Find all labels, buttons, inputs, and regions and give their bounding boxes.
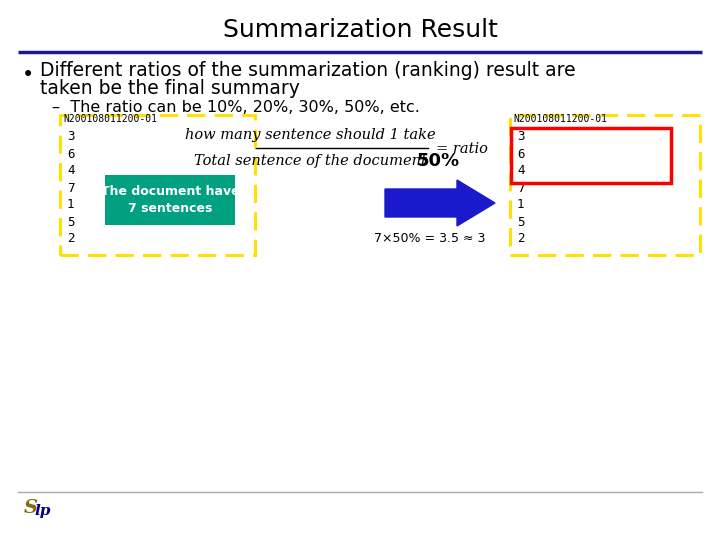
- Text: S: S: [24, 499, 38, 517]
- Text: •: •: [22, 65, 35, 85]
- Text: taken be the final summary: taken be the final summary: [40, 78, 300, 98]
- Text: 7×50% = 3.5 ≈ 3: 7×50% = 3.5 ≈ 3: [374, 232, 486, 245]
- Text: 5: 5: [67, 215, 74, 228]
- Bar: [60, 115, 255, 255]
- Bar: [511, 128, 671, 183]
- Text: Summarization Result: Summarization Result: [222, 18, 498, 42]
- Text: 3: 3: [67, 131, 74, 144]
- Text: 50%: 50%: [416, 152, 459, 170]
- Text: 2: 2: [67, 233, 74, 246]
- Bar: [510, 115, 700, 255]
- Text: 6: 6: [517, 147, 524, 160]
- Text: 3: 3: [517, 131, 524, 144]
- Text: Different ratios of the summarization (ranking) result are: Different ratios of the summarization (r…: [40, 60, 575, 79]
- Text: N200108011200-01: N200108011200-01: [63, 114, 157, 124]
- Text: 7: 7: [67, 181, 74, 194]
- Text: 4: 4: [517, 165, 524, 178]
- Text: –  The ratio can be 10%, 20%, 30%, 50%, etc.: – The ratio can be 10%, 20%, 30%, 50%, e…: [52, 100, 420, 116]
- Text: The document have
7 sentences: The document have 7 sentences: [101, 185, 239, 215]
- Text: 1: 1: [517, 199, 524, 212]
- Text: 6: 6: [517, 147, 524, 160]
- Text: Total sentence of the document: Total sentence of the document: [194, 154, 426, 168]
- Text: 2: 2: [517, 233, 524, 246]
- Text: 5: 5: [517, 215, 524, 228]
- FancyArrow shape: [385, 180, 495, 226]
- Text: 7: 7: [517, 181, 524, 194]
- Text: 6: 6: [67, 147, 74, 160]
- Text: lp: lp: [34, 504, 50, 518]
- Text: how many sentence should 1 take: how many sentence should 1 take: [185, 128, 436, 142]
- Text: 4: 4: [517, 165, 524, 178]
- Bar: [105, 175, 235, 225]
- Text: N200108011200-01: N200108011200-01: [513, 114, 607, 124]
- Text: 4: 4: [67, 165, 74, 178]
- Text: 3: 3: [517, 131, 524, 144]
- Text: 1: 1: [67, 199, 74, 212]
- Text: = ratio: = ratio: [436, 142, 488, 156]
